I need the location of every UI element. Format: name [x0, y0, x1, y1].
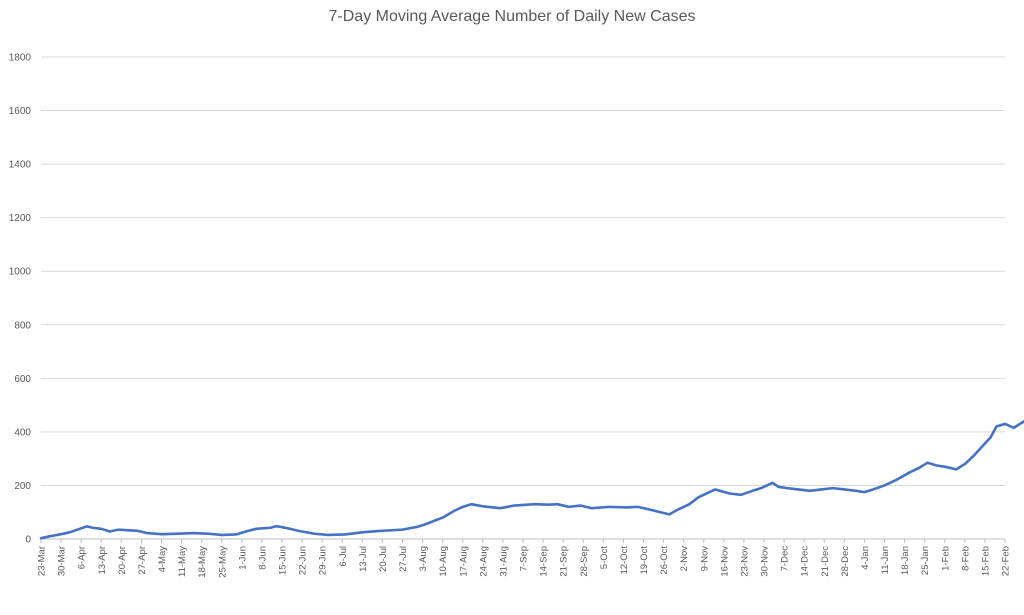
x-tick-label: 15-Jun — [278, 546, 289, 575]
x-tick-label: 18-Jan — [900, 546, 911, 575]
x-tick-label: 25-May — [217, 546, 228, 578]
x-tick-label: 2-Nov — [679, 546, 690, 572]
x-tick-label: 28-Sep — [579, 546, 590, 577]
gridlines — [41, 56, 1005, 540]
x-tick-label: 1-Feb — [940, 546, 951, 571]
x-tick-label: 6-Jul — [338, 546, 349, 567]
y-tick-label: 1000 — [9, 267, 32, 278]
x-tick-label: 23-Nov — [739, 546, 750, 577]
x-tick-label: 21-Sep — [559, 546, 570, 577]
x-tick-label: 1-Jun — [237, 546, 248, 570]
series-layer — [39, 419, 1024, 540]
y-tick-label: 400 — [14, 427, 31, 438]
x-tick-label: 16-Nov — [719, 546, 730, 577]
x-tick-label: 17-Aug — [458, 546, 469, 577]
y-axis-ticks: 0 200 400 600 800 1000 1200 1400 1600 1800 — [9, 53, 32, 546]
x-tick-label: 21-Dec — [820, 546, 831, 577]
y-tick-label: 200 — [14, 481, 31, 492]
y-tick-label: 1400 — [9, 160, 32, 171]
y-tick-label: 1800 — [9, 53, 32, 64]
x-tick-label: 20-Apr — [117, 546, 128, 575]
x-tick-label: 8-Jun — [257, 546, 268, 570]
x-tick-label: 27-Apr — [137, 546, 148, 575]
x-tick-label: 30-Nov — [760, 546, 771, 577]
x-tick-label: 9-Nov — [699, 546, 710, 572]
x-tick-label: 19-Oct — [639, 546, 650, 575]
x-tick-label: 12-Oct — [619, 546, 630, 575]
y-tick-label: 600 — [14, 374, 31, 385]
x-tick-label: 13-Apr — [97, 546, 108, 575]
x-tick-label: 30-Mar — [57, 546, 68, 576]
x-tick-label: 27-Jul — [398, 546, 409, 572]
x-tick-label: 4-May — [157, 546, 168, 573]
x-tick-label: 10-Aug — [438, 546, 449, 577]
x-tick-label: 14-Dec — [800, 546, 811, 577]
x-tick-label: 15-Feb — [980, 546, 991, 576]
x-tick-label: 24-Aug — [478, 546, 489, 577]
x-tick-label: 7-Dec — [780, 546, 791, 572]
x-axis-ticks: 23-Mar 30-Mar 6-Apr 13-Apr 20-Apr 27-Apr 4-May… — [37, 539, 1012, 578]
x-tick-label: 8-Feb — [960, 546, 971, 571]
chart-title: 7-Day Moving Average Number of Daily New… — [328, 8, 696, 25]
x-tick-label: 20-Jul — [378, 546, 389, 572]
series-line — [39, 419, 1024, 540]
x-tick-label: 22-Feb — [1001, 546, 1012, 576]
y-tick-label: 1600 — [9, 106, 32, 117]
y-tick-label: 0 — [25, 535, 31, 546]
x-tick-label: 29-Jun — [318, 546, 329, 575]
x-tick-label: 6-Apr — [77, 546, 88, 569]
x-tick-label: 22-Jun — [298, 546, 309, 575]
x-tick-label: 31-Aug — [498, 546, 509, 577]
x-tick-label: 11-May — [177, 546, 188, 577]
y-tick-label: 1200 — [9, 213, 32, 224]
x-tick-label: 5-Oct — [599, 546, 610, 570]
x-tick-label: 18-May — [197, 546, 208, 578]
x-tick-label: 11-Jan — [880, 546, 891, 574]
x-tick-label: 14-Sep — [539, 546, 550, 577]
x-tick-label: 23-Mar — [37, 546, 48, 576]
y-tick-label: 800 — [14, 320, 31, 331]
x-tick-label: 3-Aug — [418, 546, 429, 571]
x-tick-label: 13-Jul — [358, 546, 369, 572]
x-tick-label: 7-Sep — [519, 546, 530, 571]
x-tick-label: 28-Dec — [840, 546, 851, 577]
x-tick-label: 26-Oct — [659, 546, 670, 575]
x-tick-label: 25-Jan — [920, 546, 931, 575]
x-tick-label: 4-Jan — [860, 546, 871, 570]
